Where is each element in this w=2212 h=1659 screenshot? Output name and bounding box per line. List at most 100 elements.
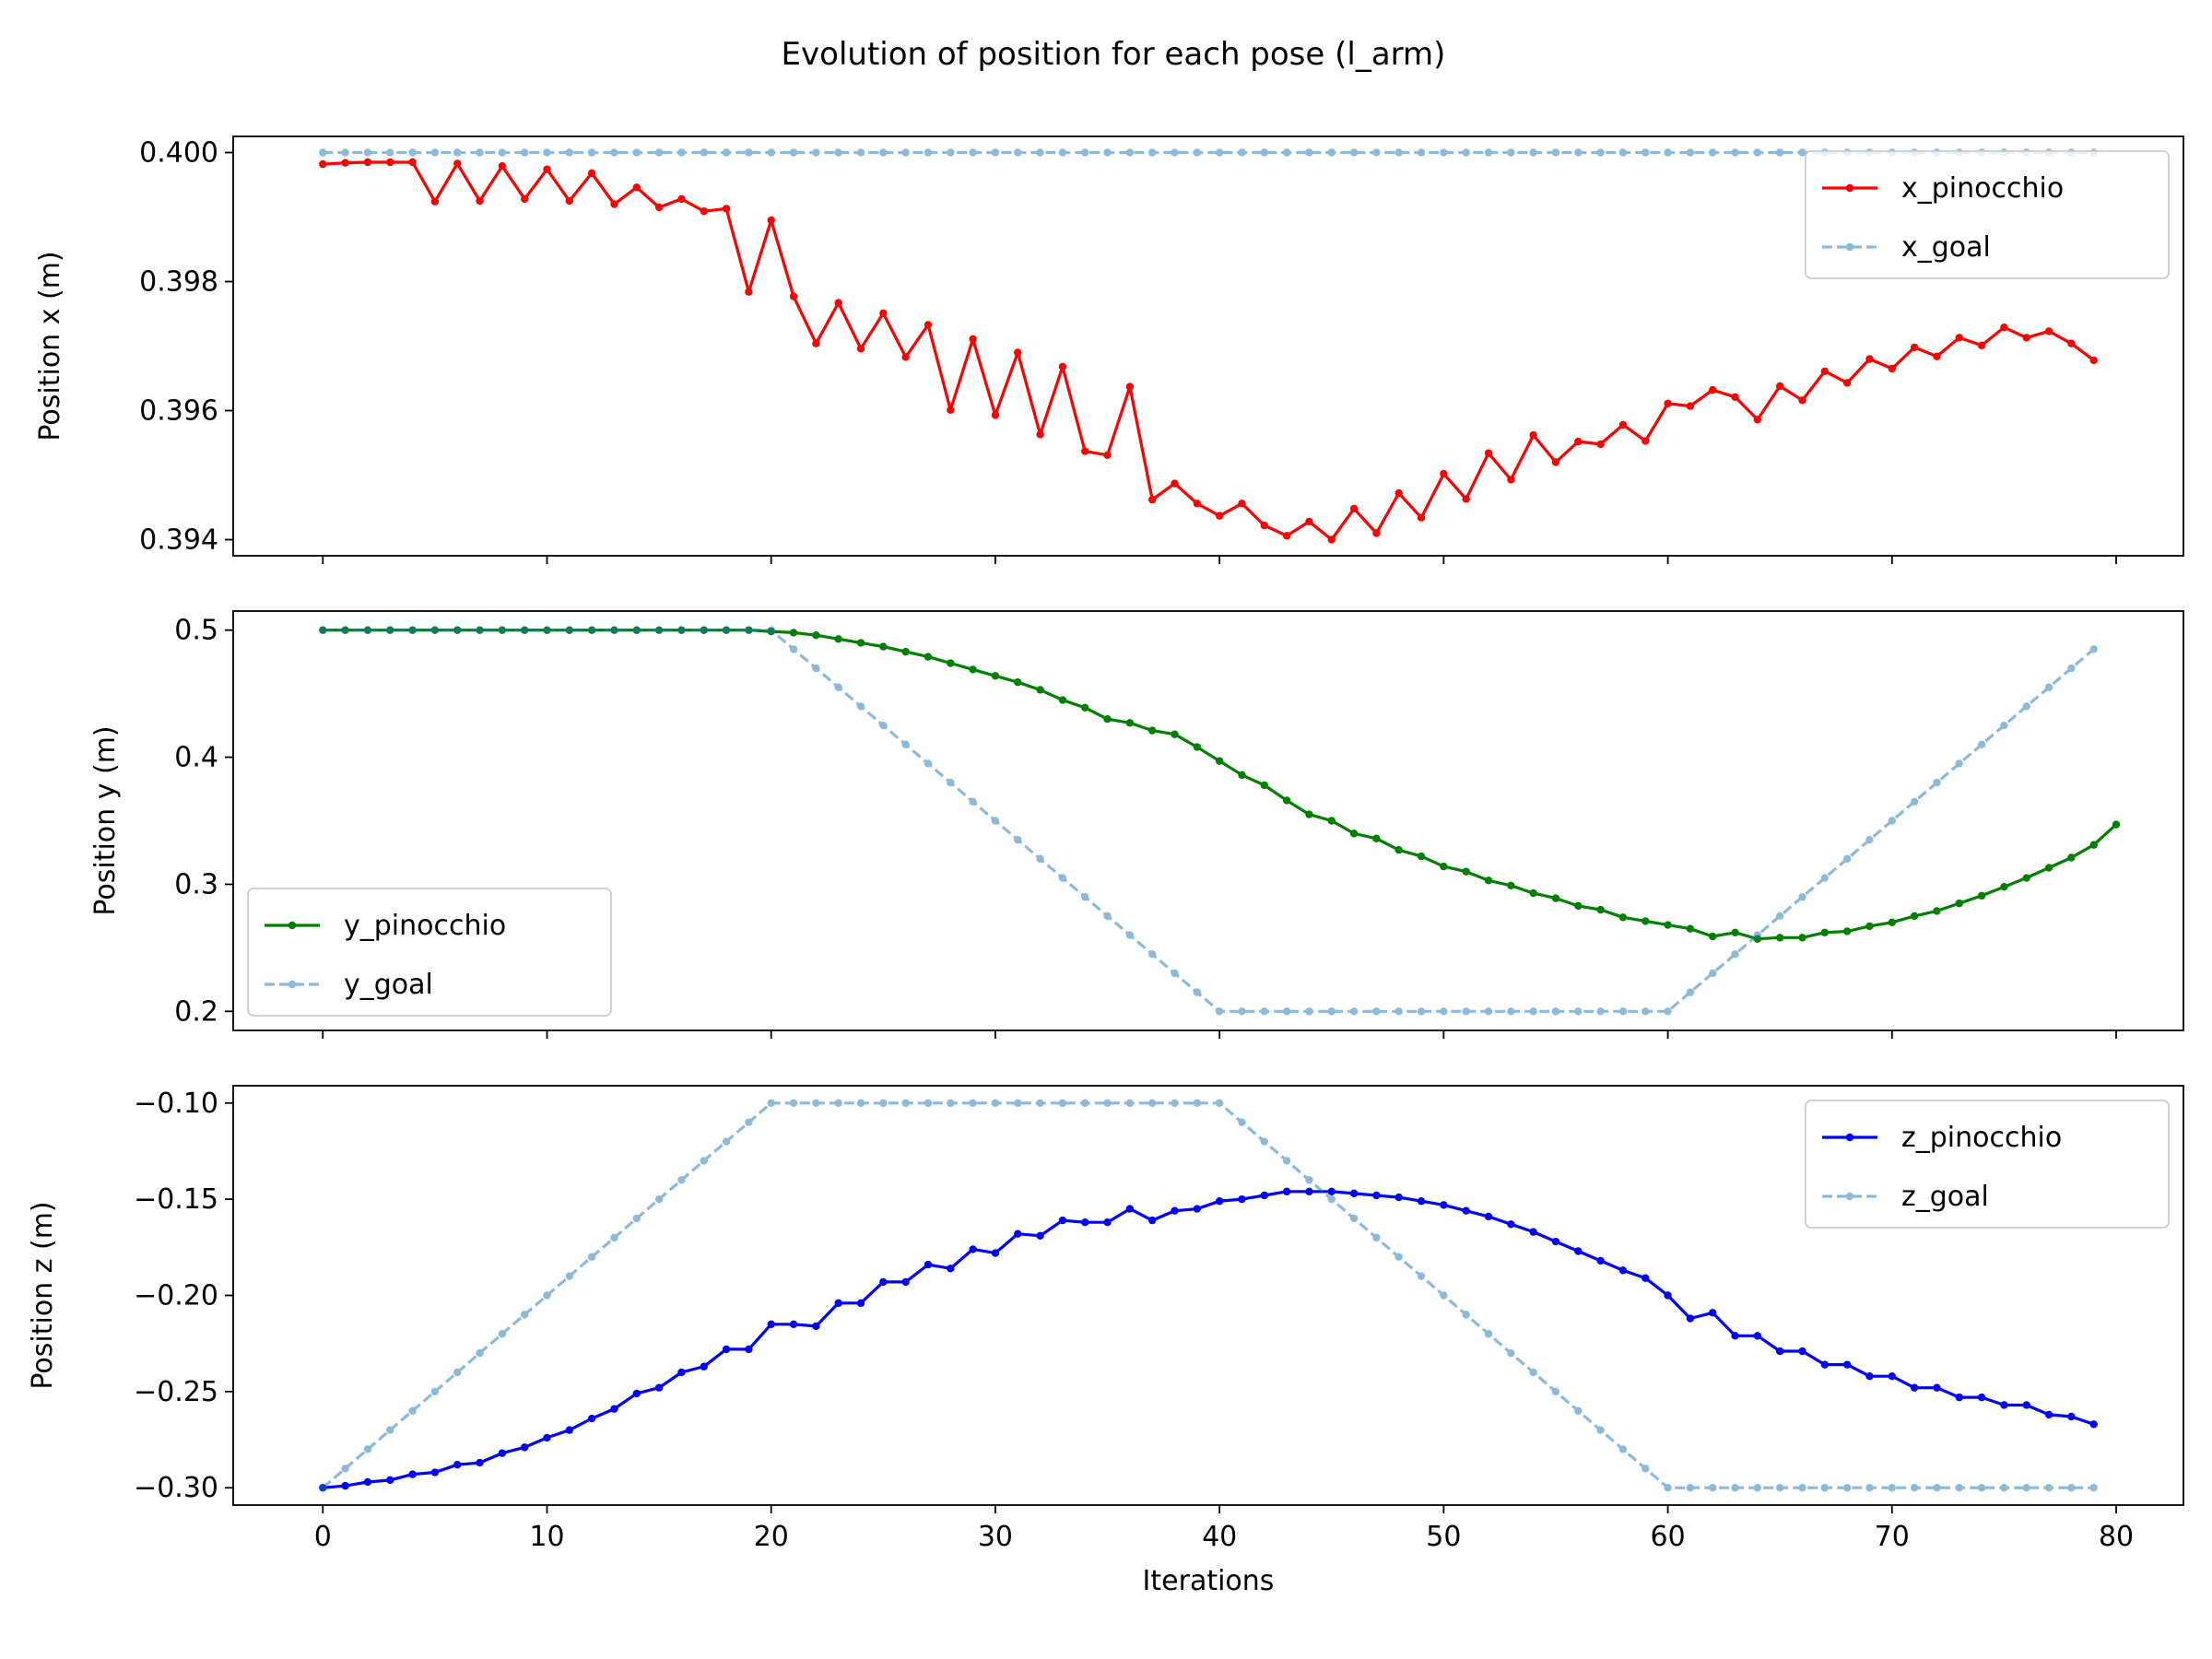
data-point-y_pinocchio bbox=[789, 629, 798, 637]
data-point-x_goal bbox=[700, 148, 708, 157]
data-point-y_pinocchio bbox=[1081, 703, 1089, 712]
data-point-x_pinocchio bbox=[1596, 440, 1605, 449]
data-point-z_goal bbox=[1776, 1484, 1784, 1492]
data-point-x_pinocchio bbox=[767, 216, 775, 225]
data-point-z_goal bbox=[1753, 1484, 1762, 1492]
data-point-y_pinocchio bbox=[2089, 841, 2098, 849]
x-tick-label: 70 bbox=[1875, 1521, 1910, 1553]
data-point-z_goal bbox=[386, 1426, 394, 1434]
data-point-z_goal bbox=[2089, 1484, 2098, 1492]
legend-box bbox=[247, 888, 612, 1017]
data-point-z_goal bbox=[991, 1099, 1000, 1107]
data-point-y_pinocchio bbox=[1238, 771, 1246, 780]
data-point-y_pinocchio bbox=[1484, 877, 1493, 885]
data-point-x_goal bbox=[453, 148, 462, 157]
data-point-x_pinocchio bbox=[856, 345, 865, 353]
data-point-x_goal bbox=[632, 148, 641, 157]
data-point-x_goal bbox=[1058, 148, 1067, 157]
data-point-x_goal bbox=[1440, 148, 1448, 157]
data-point-x_goal bbox=[1147, 148, 1157, 157]
data-point-x_goal bbox=[789, 148, 798, 157]
data-point-y_goal bbox=[1776, 912, 1784, 921]
data-point-z_goal bbox=[834, 1099, 842, 1107]
data-point-z_goal bbox=[1282, 1157, 1291, 1165]
data-point-z_goal bbox=[1215, 1099, 1224, 1107]
data-point-z_pinocchio bbox=[587, 1414, 596, 1423]
data-point-y_goal bbox=[2067, 664, 2076, 673]
data-point-z_goal bbox=[610, 1233, 618, 1242]
axes-frame bbox=[232, 610, 2184, 1031]
data-point-y_pinocchio bbox=[1551, 894, 1560, 902]
data-point-z_pinocchio bbox=[654, 1383, 664, 1392]
data-point-y_pinocchio bbox=[1036, 686, 1044, 694]
data-point-z_goal bbox=[1327, 1194, 1335, 1204]
data-point-x_goal bbox=[1036, 148, 1044, 157]
data-point-y_goal bbox=[654, 626, 664, 634]
data-point-x_pinocchio bbox=[1036, 430, 1044, 439]
data-point-x_pinocchio bbox=[1014, 348, 1022, 357]
data-point-x_goal bbox=[1484, 148, 1493, 157]
data-point-x_pinocchio bbox=[1507, 476, 1515, 484]
data-point-z_goal bbox=[1842, 1484, 1852, 1492]
data-point-x_goal bbox=[610, 148, 618, 157]
data-point-x_pinocchio bbox=[2067, 339, 2076, 347]
data-point-x_pinocchio bbox=[520, 194, 529, 204]
data-point-z_goal bbox=[1171, 1099, 1179, 1107]
data-point-y_pinocchio bbox=[2067, 853, 2076, 862]
data-point-y_goal bbox=[1171, 969, 1179, 978]
data-point-y_goal bbox=[722, 626, 731, 634]
data-point-y_pinocchio bbox=[1842, 927, 1852, 935]
data-point-y_pinocchio bbox=[991, 672, 1000, 680]
data-point-x_goal bbox=[1103, 148, 1112, 157]
data-point-x_pinocchio bbox=[1327, 535, 1335, 544]
data-point-z_goal bbox=[408, 1406, 417, 1415]
y-tick-label: −0.25 bbox=[134, 1376, 218, 1408]
data-point-x_goal bbox=[1372, 148, 1381, 157]
series-group bbox=[319, 1099, 2098, 1492]
data-point-y_goal bbox=[543, 626, 551, 634]
data-point-x_goal bbox=[1596, 148, 1605, 157]
data-point-y_goal bbox=[767, 626, 775, 634]
series-z_pinocchio bbox=[319, 1187, 2098, 1492]
data-point-y_pinocchio bbox=[1798, 934, 1806, 942]
data-point-z_pinocchio bbox=[1507, 1220, 1515, 1229]
data-point-z_pinocchio bbox=[476, 1458, 484, 1467]
data-point-y_goal bbox=[1238, 1007, 1246, 1016]
data-point-z_pinocchio bbox=[1260, 1191, 1269, 1200]
data-point-z_pinocchio bbox=[789, 1320, 798, 1329]
data-point-z_pinocchio bbox=[1484, 1212, 1493, 1221]
legend: y_pinocchio y_goal bbox=[247, 888, 612, 1017]
data-point-y_pinocchio bbox=[1215, 757, 1224, 765]
data-point-y_pinocchio bbox=[1686, 924, 1695, 933]
data-point-z_goal bbox=[1462, 1311, 1470, 1319]
data-point-z_goal bbox=[1440, 1291, 1448, 1300]
subplot-x: 0.394 0.396 0.398 0.400 Position x (m) x_pino… bbox=[34, 135, 2184, 564]
data-point-z_pinocchio bbox=[812, 1322, 820, 1331]
data-point-z_goal bbox=[700, 1157, 708, 1165]
data-point-z_goal bbox=[879, 1099, 888, 1107]
data-point-y_goal bbox=[1888, 817, 1897, 825]
series-z_goal bbox=[319, 1099, 2098, 1492]
data-point-y_goal bbox=[1014, 835, 1022, 844]
data-point-y_goal bbox=[1933, 778, 1941, 787]
data-point-z_goal bbox=[1977, 1484, 1986, 1492]
data-point-y_goal bbox=[1125, 931, 1135, 939]
data-point-z_goal bbox=[2022, 1484, 2030, 1492]
data-point-z_pinocchio bbox=[1147, 1216, 1157, 1225]
data-point-z_goal bbox=[498, 1330, 507, 1338]
data-point-y_goal bbox=[1462, 1007, 1470, 1016]
data-point-x_pinocchio bbox=[430, 197, 440, 206]
data-point-x_goal bbox=[1081, 148, 1089, 157]
data-point-x_pinocchio bbox=[1618, 420, 1628, 429]
legend-swatch-y_goal bbox=[265, 980, 320, 989]
data-point-z_pinocchio bbox=[2000, 1401, 2008, 1409]
data-point-x_goal bbox=[1193, 148, 1202, 157]
data-point-x_goal bbox=[745, 148, 753, 157]
data-point-z_pinocchio bbox=[856, 1299, 865, 1308]
data-point-x_pinocchio bbox=[1372, 529, 1381, 537]
data-point-z_pinocchio bbox=[1529, 1228, 1537, 1236]
data-point-x_goal bbox=[520, 148, 529, 157]
data-point-z_pinocchio bbox=[1440, 1201, 1448, 1209]
data-point-z_pinocchio bbox=[1842, 1360, 1852, 1369]
data-point-z_pinocchio bbox=[520, 1443, 529, 1452]
